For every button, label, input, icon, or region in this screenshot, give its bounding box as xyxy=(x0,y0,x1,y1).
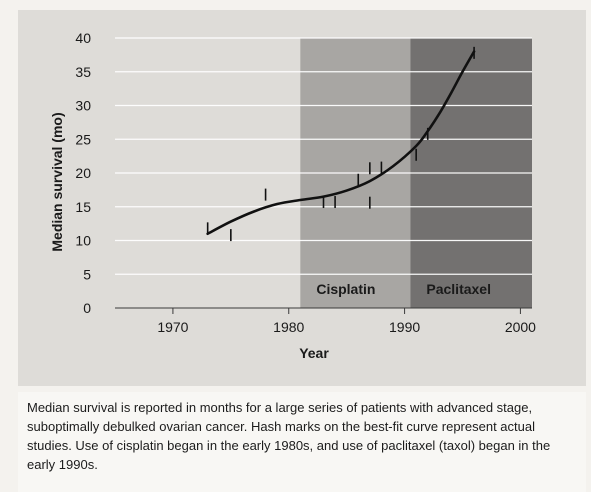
x-tick-label-1990: 1990 xyxy=(389,319,420,335)
y-tick-label-5: 5 xyxy=(83,266,91,282)
x-tick-label-1970: 1970 xyxy=(157,319,188,335)
x-tick-label-2000: 2000 xyxy=(505,319,536,335)
y-tick-label-0: 0 xyxy=(83,300,91,316)
x-axis-label: Year xyxy=(299,345,329,361)
figure-caption: Median survival is reported in months fo… xyxy=(18,392,586,492)
era-label-cisplatin: Cisplatin xyxy=(316,281,375,297)
best-fit-curve xyxy=(206,50,476,236)
x-tick-label-1980: 1980 xyxy=(273,319,304,335)
y-tick-label-35: 35 xyxy=(75,64,91,80)
y-tick-label-25: 25 xyxy=(75,131,91,147)
y-tick-label-30: 30 xyxy=(75,98,91,114)
caption-text: Median survival is reported in months fo… xyxy=(27,400,551,472)
chart-figure: Cisplatin Paclitaxel 0 5 10 15 20 25 30 35 40 1970… xyxy=(18,10,586,386)
y-axis-label: Median survival (mo) xyxy=(49,112,65,251)
y-tick-label-40: 40 xyxy=(75,30,91,46)
y-tick-label-20: 20 xyxy=(75,165,91,181)
survival-chart: Cisplatin Paclitaxel 0 5 10 15 20 25 30 35 40 1970… xyxy=(49,30,536,361)
y-tick-label-10: 10 xyxy=(75,233,91,249)
y-tick-label-15: 15 xyxy=(75,199,91,215)
era-label-paclitaxel: Paclitaxel xyxy=(426,281,491,297)
